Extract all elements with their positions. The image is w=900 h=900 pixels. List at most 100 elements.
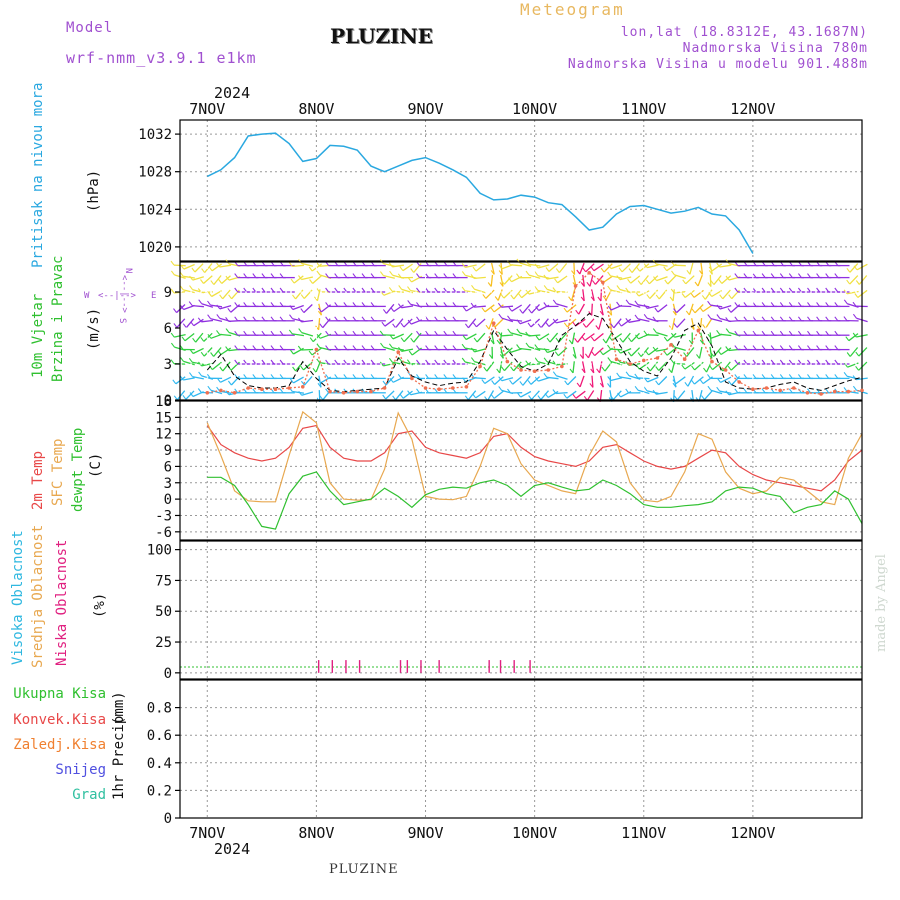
wind-barb-tick [397, 303, 402, 309]
wind-barb-tick [634, 314, 639, 320]
wind-barb [620, 318, 632, 327]
wind-barb [219, 304, 232, 310]
compass-e: E [151, 291, 156, 301]
y-tick-label: 0 [164, 666, 172, 682]
wind-barb-tick [443, 345, 448, 350]
wind-barb-tick [497, 302, 502, 308]
wind-barb [600, 289, 603, 302]
wind-barb-tick [725, 390, 730, 396]
wind-barb [548, 263, 559, 272]
wind-barb-tick [645, 350, 650, 356]
wind-barb-tick [599, 350, 604, 356]
wind-barb [700, 332, 704, 345]
wind-barb-tick [507, 347, 512, 353]
wind-barb-tick [416, 273, 420, 278]
wind-barb-tick [389, 377, 394, 383]
wind-barb-tick [352, 359, 357, 365]
wind-barb [611, 333, 623, 341]
wind-barb-tick [716, 329, 721, 335]
wind-barb-tick [797, 316, 802, 322]
wind-barb [488, 318, 494, 330]
wind-barb-tick [425, 374, 430, 379]
wind-barb-tick [816, 330, 821, 336]
wind-barb-tick [685, 310, 690, 316]
wind-barb-tick [627, 278, 632, 284]
wind-barb-tick [309, 337, 314, 343]
wind-barb-tick [707, 385, 712, 391]
wind-barb [566, 318, 577, 328]
wind-barb-tick [664, 279, 669, 285]
wind-barb-tick [218, 279, 223, 284]
wind-barb-tick [853, 265, 858, 271]
wind-gust-point [696, 328, 701, 333]
wind-barb-tick [770, 302, 775, 307]
wind-barb-tick [225, 275, 230, 281]
wind-barb [510, 332, 523, 337]
wind-barb-tick [579, 354, 584, 359]
y-tick-label: 0.2 [147, 783, 172, 799]
wind-barb-tick [684, 381, 689, 387]
wind-barb-tick [672, 310, 677, 316]
wind-barb [548, 318, 559, 328]
wind-barb-tick [743, 359, 748, 365]
wind-barb [549, 332, 559, 343]
wind-barb-tick [707, 333, 712, 339]
wind-barb-tick [243, 316, 248, 322]
wind-barb [531, 390, 540, 400]
wind-barb-tick [627, 337, 632, 343]
wind-barb [222, 289, 231, 300]
wind-barb [522, 303, 531, 314]
wind-barb-tick [825, 345, 830, 350]
pressure-ylabel-unit: (hPa) [86, 170, 102, 212]
wind-barb-tick [498, 376, 503, 382]
wind-barb-tick [734, 316, 739, 322]
wind-barb [513, 361, 522, 372]
wind-barb [666, 347, 677, 356]
wind-barb-tick [488, 354, 493, 359]
wind-barb-tick [497, 331, 502, 337]
wind-barb [501, 317, 514, 323]
wind-barb-tick [655, 380, 660, 386]
wind-barb-tick [590, 266, 595, 272]
wind-gust-point [587, 271, 591, 275]
wind-barb [538, 333, 550, 341]
wind-barb [499, 332, 503, 345]
wind-barb-tick [608, 310, 612, 316]
wind-barb [193, 318, 204, 327]
cloud-ylabel-mid: Srednja Oblacnost [30, 525, 46, 668]
wind-barb-tick [200, 351, 205, 357]
wind-panel: 0 3 6 9 10m Vjetar Brzina i Pravac (m/s) N … [30, 256, 868, 409]
wind-barb [693, 376, 704, 385]
wind-barb-tick [743, 345, 748, 350]
wind-barb-tick [670, 332, 675, 338]
wind-barb-tick [317, 307, 322, 313]
wind-barb [688, 303, 694, 316]
wind-barb-tick [189, 392, 194, 397]
wind-barb [510, 319, 523, 322]
wind-barb [603, 263, 613, 273]
wind-barb-tick [382, 394, 387, 400]
wind-barb-tick [590, 368, 595, 374]
wind-barb-tick [752, 316, 757, 322]
wind-barb-tick [316, 261, 320, 267]
wind-barb [546, 276, 559, 280]
wind-barb [474, 377, 486, 380]
wind-barb-tick [173, 395, 178, 401]
wind-barb [722, 289, 731, 300]
wind-barb-tick [361, 316, 366, 322]
wind-barb-tick [728, 294, 733, 300]
wind-barb-tick [681, 364, 686, 370]
wind-barb-tick [690, 379, 695, 385]
wind-barb-tick [308, 350, 313, 356]
wind-barb [490, 262, 495, 275]
wind-barb-tick [852, 313, 857, 319]
wind-barb-tick [234, 287, 239, 293]
wind-barb-tick [343, 359, 348, 365]
wind-barb-tick [361, 374, 366, 379]
wind-barb-tick [425, 359, 430, 365]
wind-barb-tick [510, 366, 515, 372]
wind-barb [219, 333, 232, 337]
wind-barb [303, 375, 313, 386]
wind-barb-tick [500, 366, 505, 372]
